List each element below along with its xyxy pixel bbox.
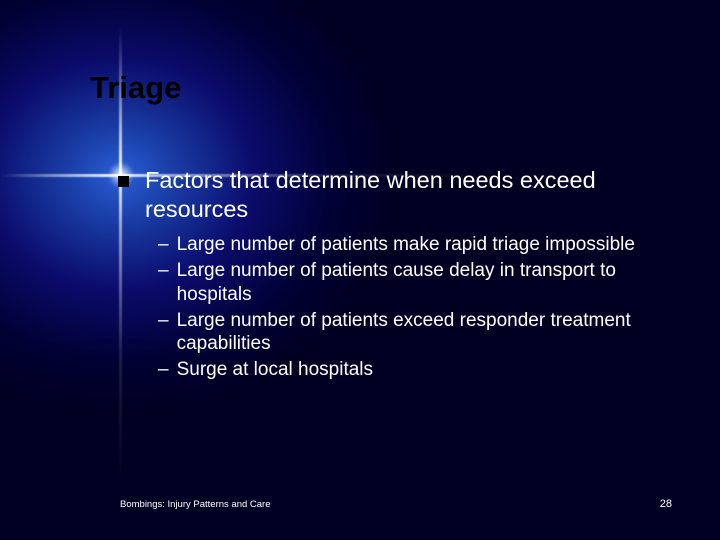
level2-text: Surge at local hospitals — [177, 358, 373, 382]
dash-bullet-icon: – — [158, 358, 169, 382]
bullet-level2: – Large number of patients exceed respon… — [158, 309, 660, 357]
level2-text: Large number of patients cause delay in … — [177, 259, 660, 307]
slide: Triage Factors that determine when needs… — [0, 0, 720, 540]
slide-body: Factors that determine when needs exceed… — [118, 166, 660, 384]
bullet-level2: – Large number of patients cause delay i… — [158, 259, 660, 307]
level2-text: Large number of patients make rapid tria… — [177, 233, 635, 257]
bullet-level2: – Large number of patients make rapid tr… — [158, 233, 660, 257]
slide-title: Triage — [90, 70, 181, 106]
bullet-level2: – Surge at local hospitals — [158, 358, 660, 382]
level2-text: Large number of patients exceed responde… — [177, 309, 660, 357]
dash-bullet-icon: – — [158, 309, 169, 333]
dash-bullet-icon: – — [158, 259, 169, 283]
footer-presentation-title: Bombings: Injury Patterns and Care — [120, 499, 271, 510]
sub-bullet-list: – Large number of patients make rapid tr… — [158, 233, 660, 382]
level1-text: Factors that determine when needs exceed… — [145, 166, 660, 223]
footer-page-number: 28 — [660, 498, 672, 510]
square-bullet-icon — [118, 176, 129, 187]
bullet-level1: Factors that determine when needs exceed… — [118, 166, 660, 223]
dash-bullet-icon: – — [158, 233, 169, 257]
